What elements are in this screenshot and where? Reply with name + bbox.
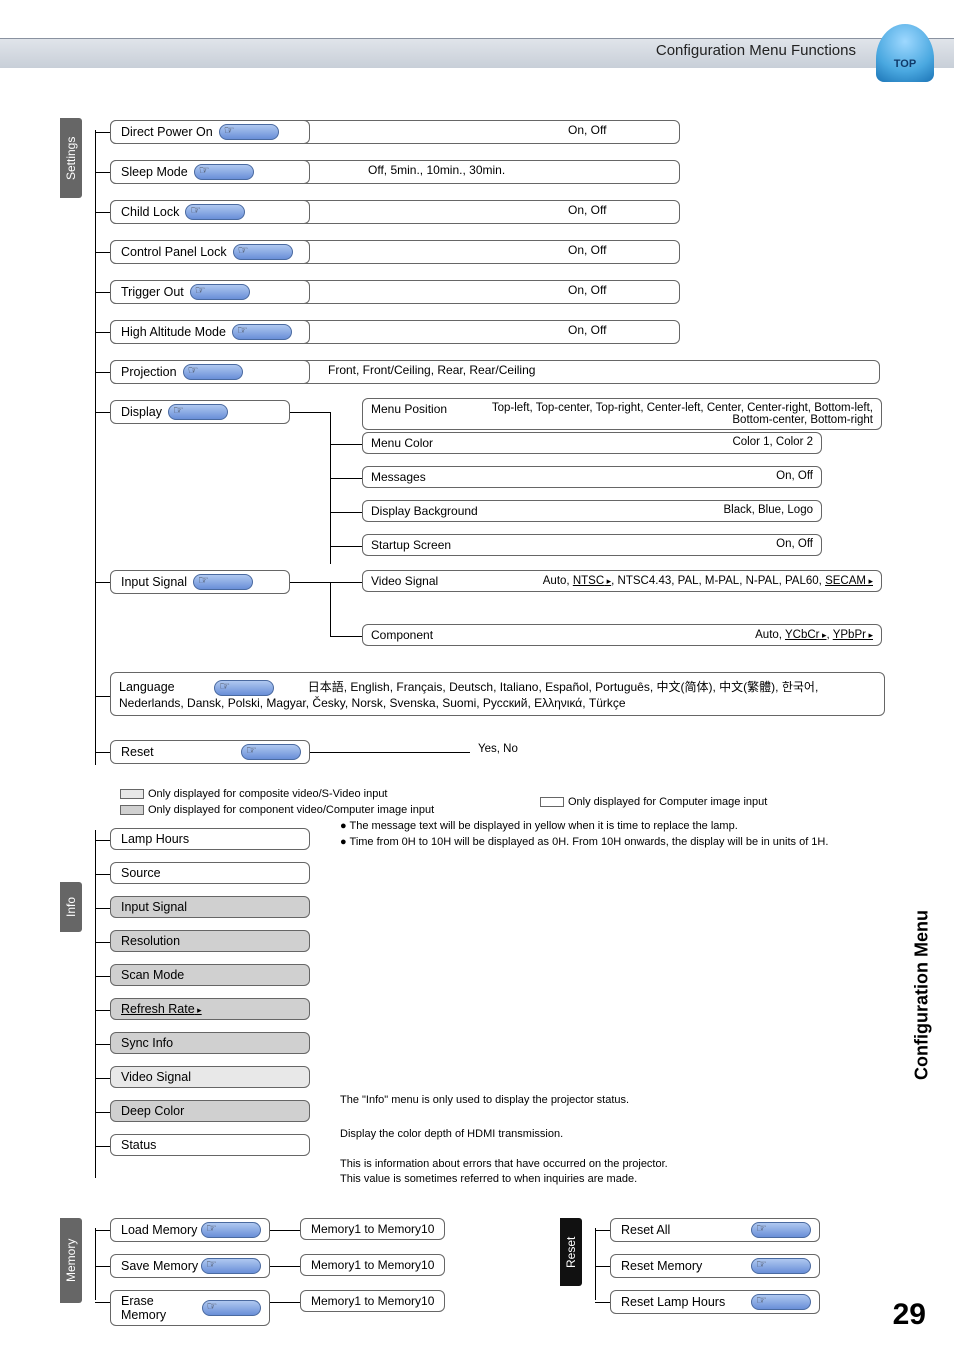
display-menu-color: Menu ColorColor 1, Color 2 [362, 432, 822, 454]
pointer-icon [193, 574, 253, 590]
pointer-icon [751, 1222, 811, 1238]
legend-computer: Only displayed for Computer image input [540, 796, 767, 808]
info-deep-color: Deep Color [110, 1100, 310, 1122]
tab-memory: Memory [60, 1218, 82, 1303]
pointer-icon [185, 204, 245, 220]
page-number: 29 [893, 1298, 926, 1332]
info-source: Source [110, 862, 310, 884]
settings-sleep-mode: Sleep Mode [110, 160, 310, 184]
settings-value: Off, 5min., 10min., 30min. [360, 160, 513, 180]
pointer-icon [233, 244, 293, 260]
top-icon-label: TOP [894, 58, 916, 70]
display-messages: MessagesOn, Off [362, 466, 822, 488]
settings-high-altitude-mode: High Altitude Mode [110, 320, 310, 344]
pointer-icon [168, 404, 228, 420]
info-refresh-rate: Refresh Rate [110, 998, 310, 1020]
settings-control-panel-lock: Control Panel Lock [110, 240, 310, 264]
input-signal-component: ComponentAuto, YCbCr, YPbPr [362, 624, 882, 646]
legend-composite: Only displayed for composite video/S-Vid… [120, 788, 388, 800]
settings-reset: Reset [110, 740, 310, 764]
header-title: Configuration Menu Functions [656, 42, 856, 59]
pointer-icon [190, 284, 250, 300]
settings-value: On, Off [560, 280, 614, 300]
settings-reset-value: Yes, No [470, 740, 526, 758]
display-startup-screen: Startup ScreenOn, Off [362, 534, 822, 556]
info-lamp-hours: Lamp Hours [110, 828, 310, 850]
info-note-status-1: This is information about errors that ha… [340, 1158, 668, 1170]
pointer-icon [232, 324, 292, 340]
reset-reset-all: Reset All [610, 1218, 820, 1242]
info-note-status-2: This value is sometimes referred to when… [340, 1173, 637, 1185]
pointer-icon [201, 1258, 261, 1274]
settings-value: Front, Front/Ceiling, Rear, Rear/Ceiling [320, 360, 543, 380]
side-tab-configuration-menu: Configuration Menu [908, 850, 936, 1140]
pointer-icon [201, 1222, 261, 1238]
page: Configuration Menu Functions TOP Setting… [0, 0, 954, 1350]
info-sync-info: Sync Info [110, 1032, 310, 1054]
info-status: Status [110, 1134, 310, 1156]
info-note-deep: Display the color depth of HDMI transmis… [340, 1128, 563, 1140]
reset-reset-lamp-hours: Reset Lamp Hours [610, 1290, 820, 1314]
settings-value: On, Off [560, 320, 614, 340]
pointer-icon [751, 1258, 811, 1274]
info-input-signal: Input Signal [110, 896, 310, 918]
settings-input-signal: Input Signal [110, 570, 290, 594]
tab-reset: Reset [560, 1218, 582, 1286]
settings-value: On, Off [560, 200, 614, 220]
memory-value: Memory1 to Memory10 [300, 1254, 445, 1276]
settings-trigger-out: Trigger Out [110, 280, 310, 304]
info-note-main: The "Info" menu is only used to display … [340, 1094, 629, 1106]
memory-load-memory: Load Memory [110, 1218, 270, 1242]
settings-child-lock: Child Lock [110, 200, 310, 224]
settings-language: Language 日本語, English, Français, Deutsch… [110, 672, 885, 716]
top-icon: TOP [876, 24, 934, 82]
pointer-icon [751, 1294, 811, 1310]
memory-value: Memory1 to Memory10 [300, 1290, 445, 1312]
legend-component: Only displayed for component video/Compu… [120, 804, 434, 816]
display-display-background: Display BackgroundBlack, Blue, Logo [362, 500, 822, 522]
info-scan-mode: Scan Mode [110, 964, 310, 986]
tab-settings: Settings [60, 118, 82, 198]
info-video-signal: Video Signal [110, 1066, 310, 1088]
pointer-icon [194, 164, 254, 180]
display-menu-position: Menu PositionTop-left, Top-center, Top-r… [362, 398, 882, 430]
pointer-icon [183, 364, 243, 380]
legend-lamp-note-2: ● Time from 0H to 10H will be displayed … [340, 836, 828, 848]
pointer-icon [241, 744, 301, 760]
memory-save-memory: Save Memory [110, 1254, 270, 1278]
pointer-icon [202, 1300, 261, 1316]
settings-value: On, Off [560, 120, 614, 140]
pointer-icon [214, 680, 274, 696]
settings-value: On, Off [560, 240, 614, 260]
pointer-icon [219, 124, 279, 140]
memory-erase-memory: Erase Memory [110, 1290, 270, 1326]
reset-reset-memory: Reset Memory [610, 1254, 820, 1278]
settings-direct-power-on: Direct Power On [110, 120, 310, 144]
info-resolution: Resolution [110, 930, 310, 952]
input-signal-video-signal: Video SignalAuto, NTSC, NTSC4.43, PAL, M… [362, 570, 882, 592]
settings-display: Display [110, 400, 290, 424]
memory-value: Memory1 to Memory10 [300, 1218, 445, 1240]
legend-lamp-note-1: ● The message text will be displayed in … [340, 820, 738, 832]
tab-info: Info [60, 882, 82, 932]
settings-projection: Projection [110, 360, 310, 384]
